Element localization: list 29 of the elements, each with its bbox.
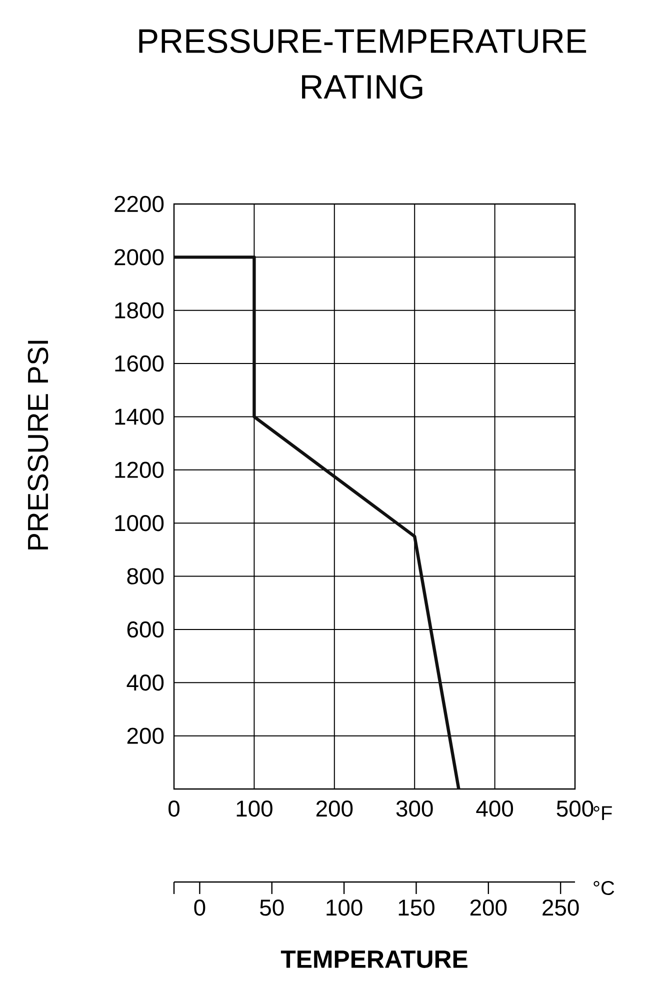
- x-tick-label: 400: [476, 800, 514, 817]
- x-tick-label: 300: [396, 800, 433, 817]
- text: °C: [594, 880, 614, 896]
- x-tick-label: 500: [556, 800, 594, 817]
- y-axis-title: PRESSURE PSI: [28, 340, 48, 550]
- x2-tick-label: 250: [542, 900, 579, 916]
- y-tick-label: 1400: [115, 408, 164, 425]
- line-series: [172, 256, 460, 791]
- x2-tick-label: 150: [398, 900, 434, 916]
- y-tick-label: 200: [127, 728, 164, 744]
- x-tick-label: 200: [316, 800, 353, 817]
- x-axis-title: TEMPERATURE: [280, 950, 468, 968]
- x2-tick-label: 0: [194, 900, 206, 916]
- text: °F: [594, 806, 612, 820]
- y-tick-label: 1200: [115, 462, 164, 478]
- y-tick-label: 400: [126, 674, 164, 691]
- y-tick-label: 1000: [115, 514, 164, 532]
- chart-title: PRESSURE-TEMPERATURE RATING: [139, 29, 586, 99]
- y-tick-label: 1800: [115, 302, 164, 318]
- x2-tick-label: 50: [260, 900, 284, 916]
- x-tick-label: 0: [168, 800, 180, 817]
- y-tick-label: 1600: [115, 355, 164, 372]
- y-tick-label: 800: [127, 568, 164, 584]
- x2-tick-label: 100: [326, 900, 362, 916]
- y-tick-label: 2000: [114, 249, 164, 266]
- y-tick-label: 600: [127, 621, 164, 638]
- x-tick-label: 100: [236, 800, 272, 817]
- x2-tick-label: 200: [470, 900, 507, 916]
- y-tick-label: 2200: [114, 196, 164, 212]
